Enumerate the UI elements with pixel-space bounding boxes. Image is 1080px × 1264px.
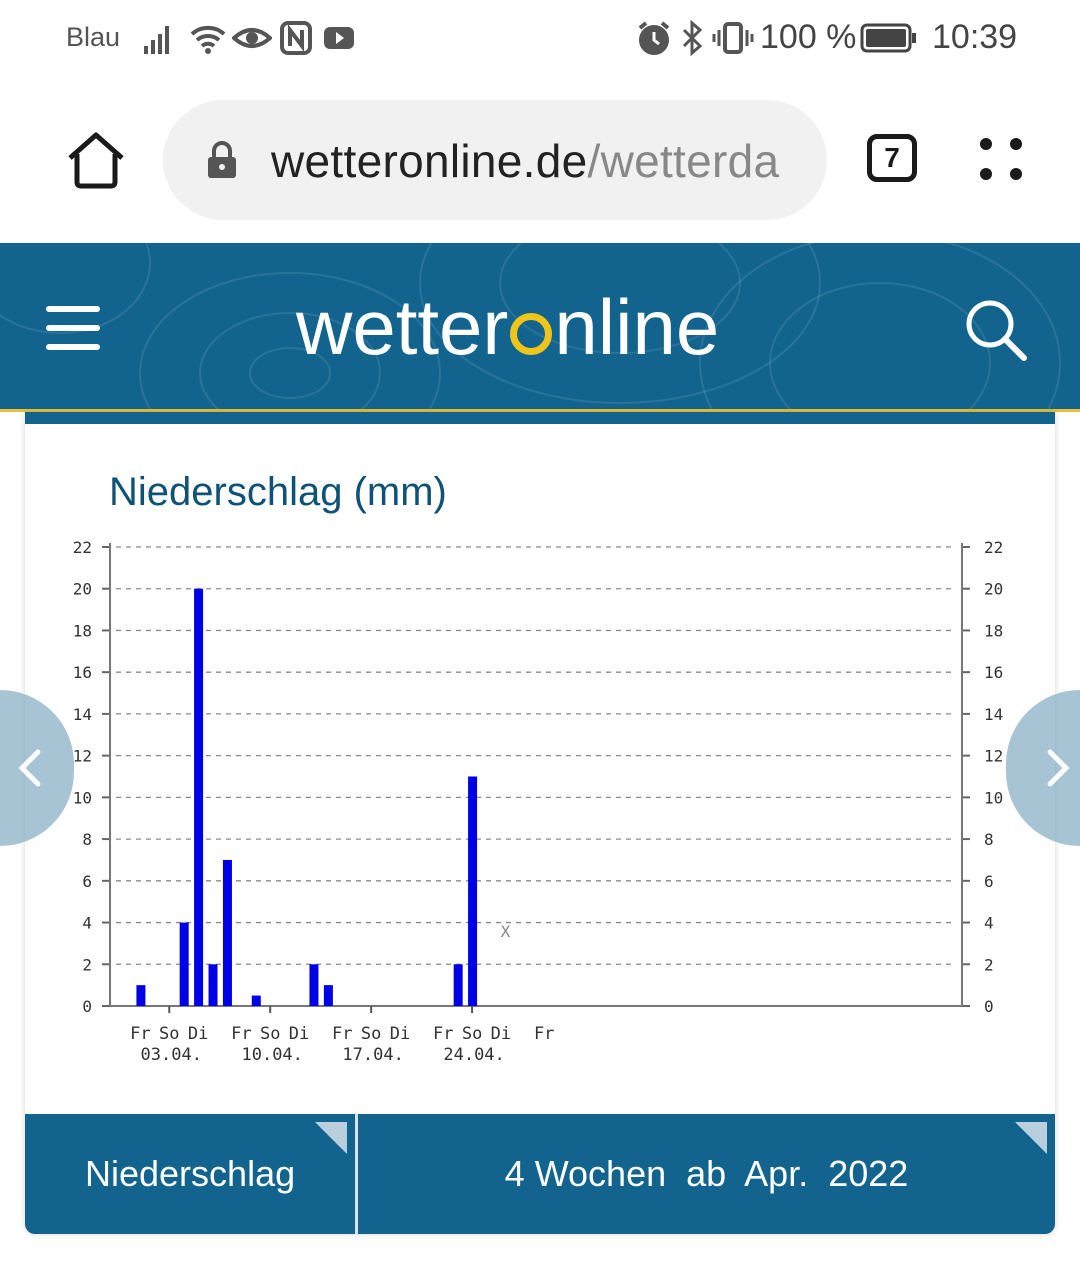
dropdown-corner-icon (1015, 1122, 1047, 1154)
nfc-icon (280, 21, 312, 55)
precipitation-bar (136, 985, 146, 1006)
y-tick-label-left: 22 (73, 538, 92, 557)
clock: 10:39 (932, 18, 1018, 56)
precipitation-bar (251, 995, 261, 1006)
precipitation-bar (468, 776, 478, 1006)
selector-divider (355, 1114, 358, 1234)
url-domain: wetteronline.de (271, 135, 588, 187)
url-text: wetteronline.de/wetterda (271, 134, 779, 188)
x-weekday-label: Fr (231, 1024, 251, 1044)
x-weekday-label: Di (390, 1024, 410, 1044)
y-tick-label-right: 12 (984, 747, 1003, 766)
precipitation-bar (179, 922, 189, 1006)
y-tick-label-left: 10 (73, 788, 92, 807)
parameter-selector[interactable]: Niederschlag (25, 1114, 355, 1234)
x-date-label: 03.04. (141, 1045, 202, 1065)
x-date-label: 17.04. (342, 1045, 403, 1065)
home-icon[interactable] (64, 130, 128, 190)
x-weekday-label: Fr (433, 1024, 453, 1044)
x-weekday-label: So (361, 1024, 381, 1044)
y-tick-label-right: 18 (984, 621, 1003, 640)
range-selector-label: 4 Wochen ab Apr. 2022 (504, 1153, 909, 1194)
x-weekday-label: So (159, 1024, 179, 1044)
x-date-label: 24.04. (443, 1045, 504, 1065)
y-tick-label-right: 2 (984, 955, 994, 974)
parameter-selector-label: Niederschlag (85, 1153, 296, 1194)
youtube-icon (324, 27, 354, 49)
x-weekday-label: Fr (332, 1024, 352, 1044)
x-weekday-label: So (462, 1024, 482, 1044)
y-tick-label-right: 8 (984, 830, 994, 849)
logo-globe-icon (510, 313, 553, 355)
signal-icon (144, 26, 169, 54)
precipitation-bar (309, 964, 319, 1006)
y-tick-label-right: 22 (984, 538, 1003, 557)
precipitation-bar (194, 588, 204, 1006)
carrier-label: Blau (66, 22, 121, 52)
y-tick-label-left: 12 (73, 747, 92, 766)
precipitation-bar (453, 964, 463, 1006)
browser-menu-icon[interactable] (976, 134, 1026, 184)
wetteronline-logo[interactable]: wetter nline (296, 283, 720, 371)
wifi-icon (190, 25, 226, 54)
browser-toolbar: wetteronline.de/wetterda 7 (0, 80, 1080, 240)
chevron-left-icon (18, 749, 41, 787)
y-tick-label-left: 8 (82, 830, 92, 849)
y-tick-label-left: 4 (82, 914, 92, 933)
chart-title: Niederschlag (mm) (109, 470, 447, 514)
dropdown-corner-icon (315, 1122, 347, 1154)
eye-icon (232, 28, 272, 48)
y-tick-label-left: 18 (73, 621, 92, 640)
y-tick-label-left: 0 (82, 997, 92, 1016)
x-weekday-label: So (260, 1024, 280, 1044)
x-date-label: 10.04. (241, 1045, 302, 1065)
contour-background (0, 243, 1061, 409)
chart-selectors: Niederschlag 4 Wochen ab Apr. 2022 (25, 1114, 1055, 1234)
y-tick-label-left: 20 (73, 580, 92, 599)
y-tick-label-right: 14 (984, 705, 1003, 724)
card-top-strip (25, 412, 1055, 424)
alarm-icon (638, 21, 670, 55)
battery-icon (860, 23, 916, 53)
bluetooth-icon (682, 20, 703, 56)
chevron-right-icon (1047, 749, 1070, 787)
y-tick-label-right: 10 (984, 788, 1003, 807)
status-bar: Blau 100 % 10:39 (0, 0, 1080, 80)
y-tick-label-right: 20 (984, 580, 1003, 599)
y-tick-label-right: 4 (984, 914, 994, 933)
lock-icon (208, 141, 236, 178)
x-weekday-label: Di (491, 1024, 511, 1044)
tab-switcher-button[interactable]: 7 (867, 134, 917, 182)
hamburger-menu-icon[interactable] (46, 306, 100, 350)
x-weekday-label: Fr (534, 1024, 554, 1044)
y-tick-label-left: 6 (82, 872, 92, 891)
precipitation-bar (208, 964, 218, 1006)
y-tick-label-right: 0 (984, 997, 994, 1016)
precipitation-bar (222, 859, 232, 1006)
url-path: /wetterda (587, 135, 780, 187)
precipitation-bar (323, 985, 333, 1006)
y-tick-label-left: 14 (73, 705, 92, 724)
range-selector[interactable]: 4 Wochen ab Apr. 2022 (358, 1114, 1055, 1234)
y-tick-label-right: 16 (984, 663, 1003, 682)
site-header: wetter nline (0, 243, 1080, 412)
battery-percent: 100 % (760, 18, 857, 56)
x-weekday-label: Di (289, 1024, 309, 1044)
forecast-marker: X (501, 922, 511, 941)
address-bar[interactable]: wetteronline.de/wetterda (163, 100, 827, 220)
search-icon[interactable] (964, 298, 1028, 362)
vibrate-icon (712, 22, 754, 54)
y-tick-label-left: 2 (82, 955, 92, 974)
x-weekday-label: Fr (130, 1024, 150, 1044)
y-tick-label-left: 16 (73, 663, 92, 682)
x-weekday-label: Di (188, 1024, 208, 1044)
y-tick-label-right: 6 (984, 872, 994, 891)
